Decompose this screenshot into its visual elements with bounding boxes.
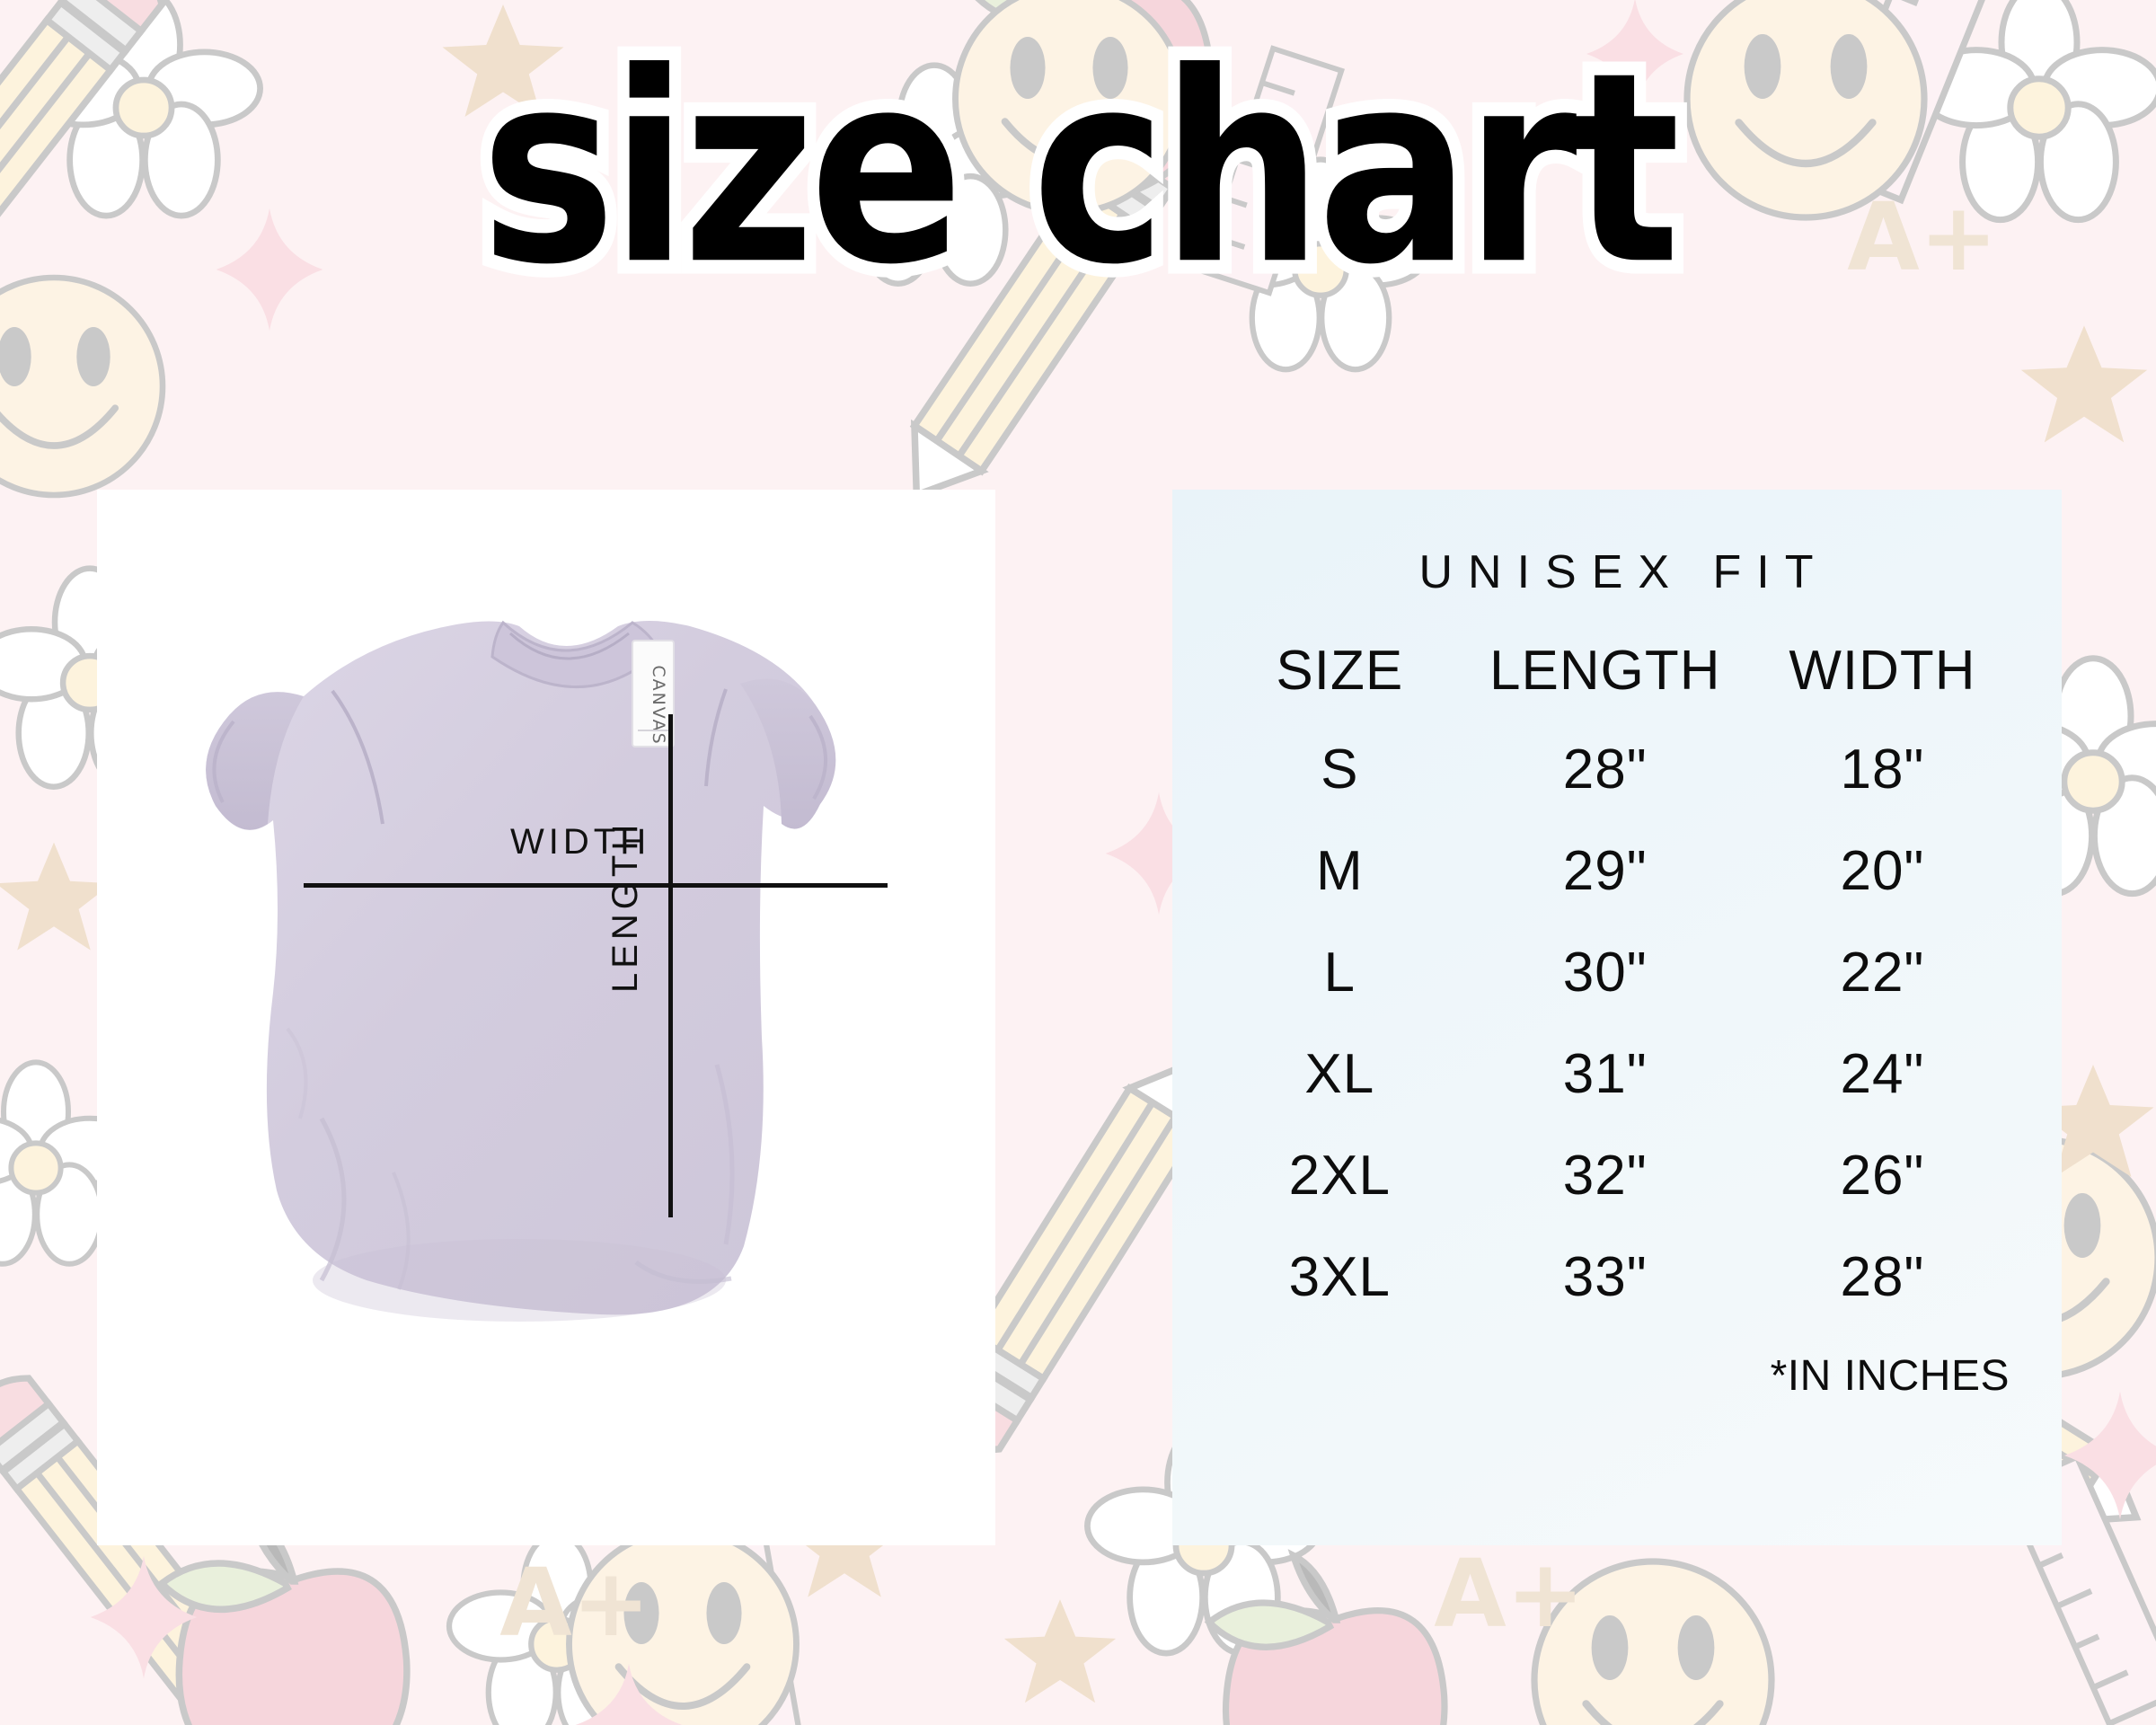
width-measure-label: WIDTH [510, 822, 651, 862]
size-table: SIZE LENGTH WIDTH S 28" 18" M 29" 20" L [1221, 639, 2013, 1328]
cell-size: S [1321, 739, 1359, 801]
cell-width: 18" [1840, 739, 1925, 801]
cell-width: 20" [1840, 840, 1925, 902]
cell-size: L [1323, 942, 1356, 1004]
cell-size: XL [1304, 1043, 1375, 1105]
cell-size: M [1315, 840, 1364, 902]
table-row: 3XL 33" 28" [1221, 1226, 2013, 1328]
cell-length: 30" [1562, 942, 1648, 1004]
cell-width: 24" [1840, 1043, 1925, 1105]
cell-width: 28" [1840, 1246, 1925, 1308]
length-measure-label: LENGTH [605, 819, 645, 993]
length-measure-line [668, 714, 673, 1217]
cell-length: 29" [1562, 840, 1648, 902]
table-row: M 29" 20" [1221, 820, 2013, 922]
cell-size: 3XL [1288, 1246, 1391, 1308]
cell-length: 33" [1562, 1246, 1648, 1308]
cell-width: 22" [1840, 942, 1925, 1004]
cell-length: 32" [1562, 1145, 1648, 1207]
size-table-panel: UNISEX FIT SIZE LENGTH WIDTH S 28" 18" M… [1172, 490, 2062, 1545]
table-row: L 30" 22" [1221, 922, 2013, 1023]
cell-length: 31" [1562, 1043, 1648, 1105]
svg-text:CANVAS: CANVAS [649, 665, 668, 745]
table-row: S 28" 18" [1221, 719, 2013, 820]
table-row: XL 31" 24" [1221, 1023, 2013, 1125]
cell-length: 28" [1562, 739, 1648, 801]
units-footnote: *IN INCHES [1770, 1352, 2010, 1400]
garment-photo-panel: CANVAS WIDTH LENGTH [97, 490, 995, 1545]
column-header-size: SIZE [1276, 640, 1404, 702]
width-measure-line [304, 883, 888, 888]
cell-width: 26" [1840, 1145, 1925, 1207]
table-row: 2XL 32" 26" [1221, 1125, 2013, 1226]
table-header-row: SIZE LENGTH WIDTH [1221, 639, 2013, 719]
column-header-width: WIDTH [1789, 640, 1976, 702]
brand-neck-label: CANVAS [632, 640, 675, 748]
cell-size: 2XL [1288, 1145, 1391, 1207]
column-header-length: LENGTH [1489, 640, 1721, 702]
tshirt-illustration: CANVAS [206, 620, 836, 1322]
fit-heading: UNISEX FIT [1418, 546, 1829, 598]
